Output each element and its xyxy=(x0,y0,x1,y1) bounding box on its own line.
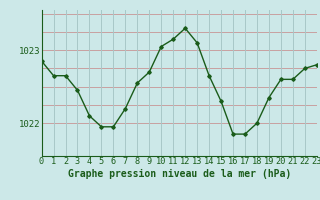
X-axis label: Graphe pression niveau de la mer (hPa): Graphe pression niveau de la mer (hPa) xyxy=(68,169,291,179)
